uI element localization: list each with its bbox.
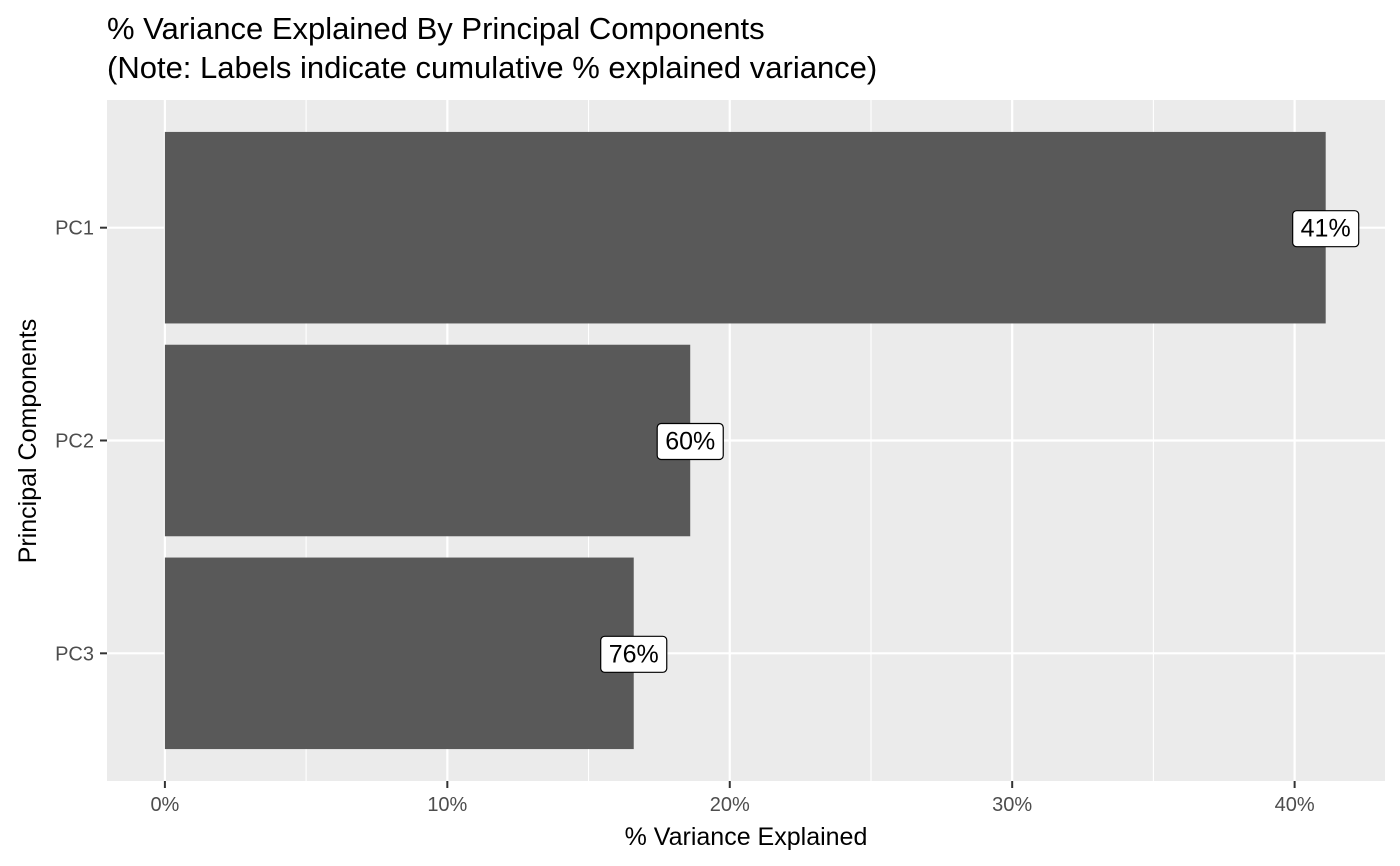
bar-layer — [164, 131, 1326, 750]
data-label-text: 76% — [609, 640, 659, 668]
data-label-box — [1292, 210, 1360, 248]
x-tick-label: 20% — [710, 794, 750, 816]
axis-layer: 0% 10% 20% 30% 40% PC1 PC2 PC3 — [55, 218, 1315, 816]
x-tick-label: 30% — [992, 794, 1032, 816]
y-tick-label: PC2 — [55, 431, 94, 453]
y-axis-title: Principal Components — [14, 319, 42, 564]
x-tick-label: 0% — [150, 794, 179, 816]
bar-pc2 — [164, 344, 691, 537]
data-label-pc2: 60% — [656, 422, 724, 461]
x-axis-title: % Variance Explained — [625, 823, 868, 851]
data-label-text: 60% — [665, 428, 715, 456]
data-label-pc1: 41% — [1292, 210, 1360, 248]
y-tick-label: PC3 — [55, 643, 94, 665]
data-label-box — [600, 635, 668, 673]
bar-pc1 — [164, 131, 1326, 324]
data-label-pc3: 76% — [600, 635, 668, 673]
chart-title: % Variance Explained By Principal Compon… — [107, 11, 765, 46]
bar-pc3 — [164, 557, 634, 750]
x-tick-label: 10% — [427, 794, 467, 816]
data-label-layer: 41% 60% 76% — [600, 210, 1360, 673]
data-label-box — [656, 422, 724, 461]
x-tick-label: 40% — [1275, 794, 1315, 816]
data-label-text: 41% — [1301, 215, 1351, 243]
y-tick-label: PC1 — [55, 218, 94, 240]
chart-subtitle: (Note: Labels indicate cumulative % expl… — [107, 50, 877, 85]
